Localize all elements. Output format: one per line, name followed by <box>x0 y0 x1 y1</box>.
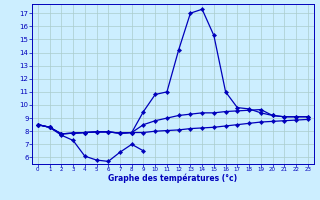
X-axis label: Graphe des températures (°c): Graphe des températures (°c) <box>108 174 237 183</box>
